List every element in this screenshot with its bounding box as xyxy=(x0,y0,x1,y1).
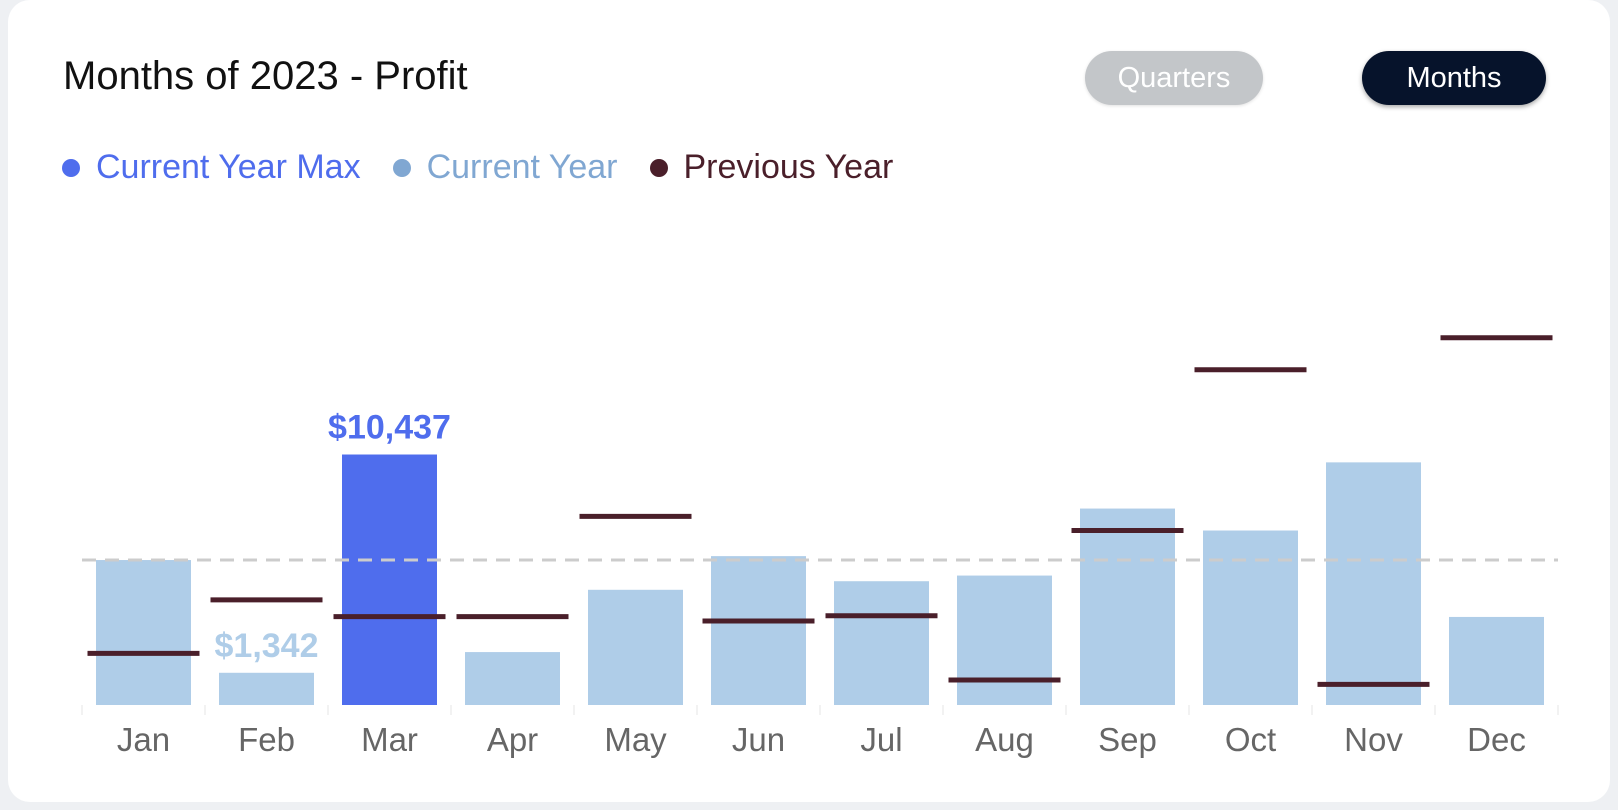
bar-current-year[interactable] xyxy=(96,560,191,705)
x-axis-tick-label: Jan xyxy=(117,721,170,758)
bar-current-year[interactable] xyxy=(219,672,314,705)
legend-dot-icon xyxy=(649,158,668,177)
legend-label: Current Year xyxy=(426,148,618,186)
x-axis-tick-label: Jun xyxy=(732,721,785,758)
x-axis-tick-label: Dec xyxy=(1467,721,1526,758)
legend-label: Previous Year xyxy=(683,148,894,186)
x-axis-tick-label: Mar xyxy=(361,721,418,758)
legend-item-current-year[interactable]: Current Year xyxy=(392,148,618,187)
legend-item-previous-year[interactable]: Previous Year xyxy=(649,148,894,187)
x-axis-tick-label: Apr xyxy=(487,721,538,758)
chart-title: Months of 2023 - Profit xyxy=(63,54,468,98)
min-value-label: $1,342 xyxy=(215,627,319,665)
bar-current-year[interactable] xyxy=(834,581,929,705)
profit-chart-card: Months of 2023 - Profit Quarters Months … xyxy=(8,0,1610,802)
legend-dot-icon xyxy=(392,158,411,177)
bar-current-year[interactable] xyxy=(1326,462,1421,705)
legend-label: Current Year Max xyxy=(96,148,361,186)
bar-current-year[interactable] xyxy=(711,556,806,705)
x-axis-tick-label: Feb xyxy=(238,721,295,758)
bar-current-year[interactable] xyxy=(957,575,1052,705)
x-axis-tick-label: Oct xyxy=(1225,721,1276,758)
bar-current-year[interactable] xyxy=(1449,616,1544,705)
bar-current-year[interactable] xyxy=(1080,508,1175,705)
max-value-label: $10,437 xyxy=(328,409,451,447)
x-axis-tick-label: Sep xyxy=(1098,721,1157,758)
bar-current-year[interactable] xyxy=(465,652,560,705)
x-axis-tick-label: May xyxy=(604,721,667,758)
x-axis-tick-label: Jul xyxy=(860,721,902,758)
months-toggle-button[interactable]: Months xyxy=(1362,51,1546,105)
bar-current-year[interactable] xyxy=(588,589,683,705)
legend-item-current-year-max[interactable]: Current Year Max xyxy=(62,148,361,187)
x-axis-tick-label: Nov xyxy=(1344,721,1403,758)
bar-current-year-max[interactable] xyxy=(342,454,437,705)
bar-current-year[interactable] xyxy=(1203,530,1298,705)
chart-legend: Current Year Max Current Year Previous Y… xyxy=(62,148,925,187)
quarters-toggle-button[interactable]: Quarters xyxy=(1085,51,1263,105)
x-axis-tick-label: Aug xyxy=(975,721,1034,758)
legend-dot-icon xyxy=(62,158,80,177)
